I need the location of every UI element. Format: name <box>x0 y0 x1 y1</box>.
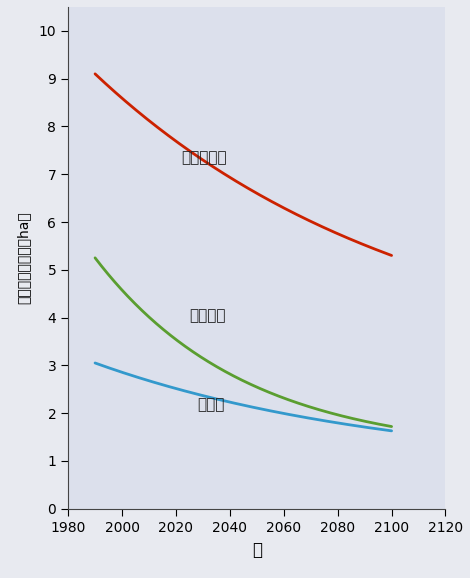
Text: 南アメリカ: 南アメリカ <box>181 150 227 165</box>
Text: アフリカ: アフリカ <box>189 307 226 323</box>
Text: アジア: アジア <box>197 397 225 412</box>
Y-axis label: 熱帯林蒕存量（億ha）: 熱帯林蒕存量（億ha） <box>16 212 31 304</box>
X-axis label: 年: 年 <box>252 542 262 560</box>
